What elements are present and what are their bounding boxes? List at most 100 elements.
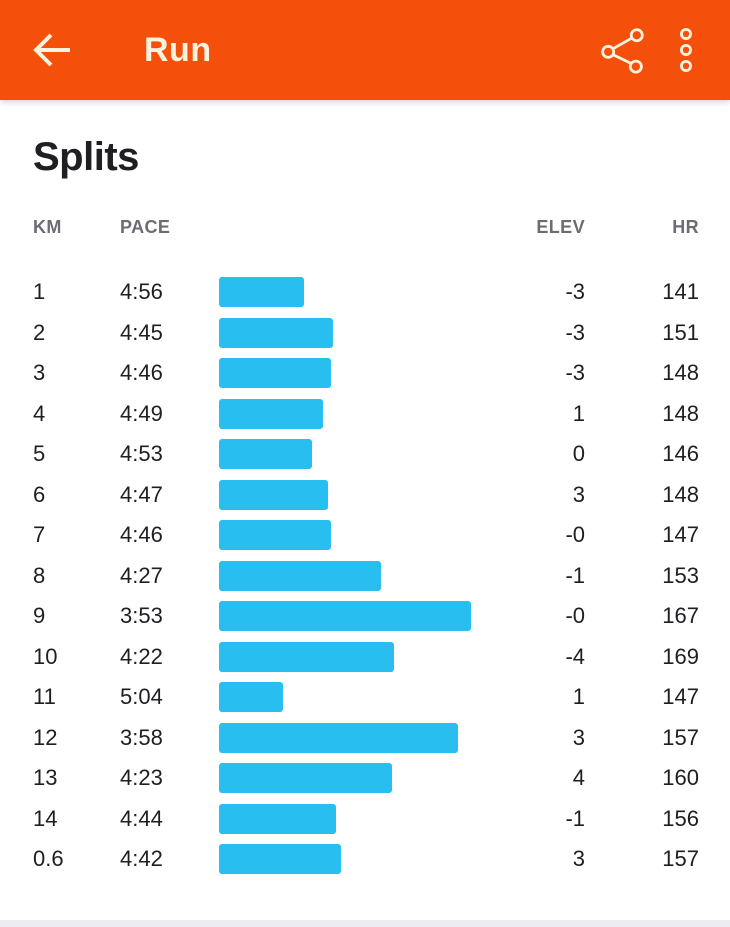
table-row: 2 4:45 -3 151 — [0, 313, 730, 354]
pace-bar-cell — [219, 596, 525, 637]
hr-cell: 147 — [662, 684, 699, 710]
hr-cell: 146 — [662, 441, 699, 467]
elev-cell: -3 — [565, 319, 585, 345]
hr-cell: 157 — [662, 846, 699, 872]
table-header-row: KM PACE ELEV HR — [0, 217, 730, 237]
table-row: 0.6 4:42 3 157 — [0, 839, 730, 880]
pace-cell: 4:53 — [120, 441, 163, 467]
elev-cell: 1 — [572, 400, 585, 426]
elev-cell: -1 — [565, 805, 585, 831]
pace-cell: 4:46 — [120, 522, 163, 548]
col-header-elev: ELEV — [536, 217, 585, 237]
hr-cell: 153 — [662, 562, 699, 588]
km-cell: 9 — [33, 603, 46, 629]
pace-cell: 4:27 — [120, 562, 163, 588]
pace-bar-cell — [219, 677, 525, 718]
hr-cell: 167 — [662, 603, 699, 629]
bottom-edge-strip — [0, 920, 730, 927]
table-row: 6 4:47 3 148 — [0, 475, 730, 516]
hr-cell: 148 — [662, 400, 699, 426]
hr-cell: 169 — [662, 643, 699, 669]
table-row: 12 3:58 3 157 — [0, 718, 730, 759]
elev-cell: 0 — [572, 441, 585, 467]
pace-bar-cell — [219, 394, 525, 435]
splits-section: Splits KM PACE ELEV HR 1 4:56 -3 141 2 4:45 -3… — [0, 137, 730, 880]
pace-bar — [219, 641, 394, 672]
hr-cell: 141 — [662, 279, 699, 305]
elev-cell: -1 — [565, 562, 585, 588]
elev-cell: 3 — [572, 724, 585, 750]
elev-cell: 4 — [572, 765, 585, 791]
km-cell: 4 — [33, 400, 46, 426]
pace-cell: 4:45 — [120, 319, 163, 345]
km-cell: 2 — [33, 319, 46, 345]
pace-bar-cell — [219, 313, 525, 354]
app-bar: Run — [0, 0, 730, 100]
table-row: 3 4:46 -3 148 — [0, 353, 730, 394]
pace-cell: 4:46 — [120, 360, 163, 386]
elev-cell: -3 — [565, 279, 585, 305]
pace-cell: 4:56 — [120, 279, 163, 305]
pace-bar-cell — [219, 839, 525, 880]
overflow-menu-button[interactable] — [662, 26, 710, 74]
pace-bar-cell — [219, 434, 525, 475]
back-button[interactable] — [28, 26, 76, 74]
table-row: 9 3:53 -0 167 — [0, 596, 730, 637]
pace-cell: 4:42 — [120, 846, 163, 872]
hr-cell: 148 — [662, 360, 699, 386]
pace-bar — [219, 398, 323, 429]
share-icon — [601, 28, 644, 74]
pace-bar — [219, 317, 333, 348]
pace-bar-cell — [219, 515, 525, 556]
pace-bar-cell — [219, 799, 525, 840]
table-row: 10 4:22 -4 169 — [0, 637, 730, 678]
table-row: 4 4:49 1 148 — [0, 394, 730, 435]
km-cell: 14 — [33, 805, 58, 831]
pace-bar — [219, 722, 458, 753]
km-cell: 11 — [33, 684, 56, 710]
pace-bar — [219, 601, 471, 632]
pace-bar — [219, 763, 392, 794]
col-header-pace: PACE — [120, 217, 171, 237]
hr-cell: 151 — [662, 319, 699, 345]
pace-bar-cell — [219, 637, 525, 678]
km-cell: 13 — [33, 765, 58, 791]
km-cell: 3 — [33, 360, 46, 386]
pace-bar — [219, 682, 283, 713]
section-title: Splits — [33, 135, 139, 179]
elev-cell: 1 — [572, 684, 585, 710]
table-row: 11 5:04 1 147 — [0, 677, 730, 718]
elev-cell: -0 — [565, 522, 585, 548]
km-cell: 6 — [33, 481, 46, 507]
pace-bar — [219, 277, 304, 308]
pace-cell: 4:47 — [120, 481, 163, 507]
elev-cell: -0 — [565, 603, 585, 629]
pace-bar — [219, 358, 331, 389]
hr-cell: 157 — [662, 724, 699, 750]
share-button[interactable] — [598, 26, 646, 74]
splits-table: 1 4:56 -3 141 2 4:45 -3 151 3 4:46 -3 148 4 4:49 1 148 5… — [0, 272, 730, 880]
pace-cell: 4:49 — [120, 400, 163, 426]
col-header-hr: HR — [672, 217, 699, 237]
elev-cell: 3 — [572, 481, 585, 507]
elev-cell: -3 — [565, 360, 585, 386]
pace-cell: 4:22 — [120, 643, 163, 669]
pace-cell: 4:44 — [120, 805, 163, 831]
table-row: 14 4:44 -1 156 — [0, 799, 730, 840]
hr-cell: 148 — [662, 481, 699, 507]
overflow-menu-icon — [680, 28, 692, 73]
pace-bar-cell — [219, 718, 525, 759]
pace-cell: 3:58 — [120, 724, 163, 750]
pace-cell: 4:23 — [120, 765, 163, 791]
pace-bar-cell — [219, 556, 525, 597]
km-cell: 7 — [33, 522, 46, 548]
col-header-bar-spacer — [219, 217, 525, 238]
table-row: 1 4:56 -3 141 — [0, 272, 730, 313]
hr-cell: 156 — [662, 805, 699, 831]
pace-bar — [219, 560, 381, 591]
km-cell: 5 — [33, 441, 46, 467]
hr-cell: 147 — [662, 522, 699, 548]
pace-cell: 5:04 — [120, 684, 163, 710]
pace-bar-cell — [219, 475, 525, 516]
pace-bar-cell — [219, 758, 525, 799]
